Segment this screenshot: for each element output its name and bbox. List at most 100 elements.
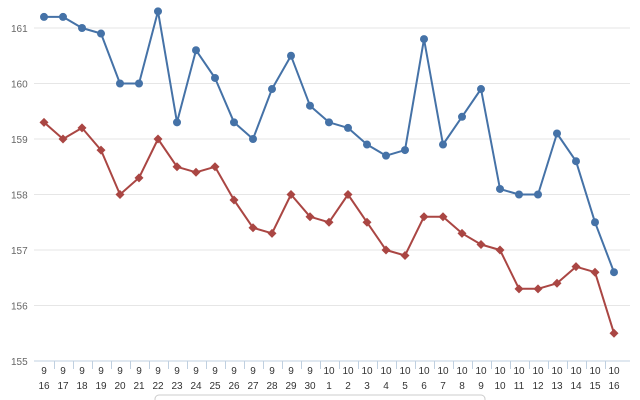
x-tick-label-day: 24 (190, 381, 202, 392)
x-tick-label-month: 10 (532, 366, 544, 377)
series-1 (40, 7, 618, 277)
series-2-point (134, 173, 144, 183)
x-tick-label-day: 17 (57, 381, 69, 392)
x-tick-label-day: 16 (608, 381, 620, 392)
series-2-point (305, 212, 315, 222)
x-tick-label-day: 29 (285, 381, 297, 392)
series-1-point (249, 135, 257, 143)
series-1-point (401, 146, 409, 155)
x-tick-label-month: 9 (269, 366, 275, 377)
series-2-point (400, 251, 410, 261)
x-tick-label-day: 22 (152, 381, 164, 392)
x-tick-label-month: 9 (212, 366, 218, 377)
series-2-point (39, 117, 49, 127)
y-tick-label: 159 (11, 135, 28, 146)
x-tick-label-day: 28 (266, 381, 278, 392)
y-tick-label: 156 (11, 302, 28, 313)
series-1-point (591, 218, 599, 227)
x-tick-label-month: 9 (250, 366, 256, 377)
series-1-point (363, 140, 371, 149)
series-2-point (153, 134, 163, 144)
series-layer (39, 7, 619, 338)
x-tick-label-month: 10 (570, 366, 582, 377)
x-tick-label-month: 10 (380, 366, 392, 377)
x-tick-label-month: 10 (399, 366, 411, 377)
series-1-point (572, 157, 580, 166)
x-tick-label-day: 19 (95, 381, 107, 392)
legend-box (154, 394, 486, 400)
x-tick-label-day: 6 (421, 381, 427, 392)
series-2-point (77, 123, 87, 133)
x-tick-label-day: 21 (133, 381, 145, 392)
series-1-point (610, 268, 618, 277)
x-tick-label-month: 10 (551, 366, 563, 377)
x-tick-label-month: 10 (608, 366, 620, 377)
series-1-point (135, 79, 143, 88)
x-tick-label-month: 10 (589, 366, 601, 377)
y-tick-label: 155 (11, 357, 28, 368)
x-tick-label-day: 11 (514, 381, 525, 392)
y-axis: 155 156 157 158 159 160 161 (11, 24, 28, 368)
x-tick-label-day: 13 (551, 381, 563, 392)
x-tick-label-month: 9 (155, 366, 161, 377)
x-tick-label-day: 8 (459, 381, 465, 392)
y-tick-label: 160 (11, 80, 28, 91)
x-tick-label-day: 16 (38, 381, 50, 392)
x-tick-label-day: 18 (76, 381, 88, 392)
series-2-point (324, 217, 334, 227)
x-tick-label-month: 10 (513, 366, 525, 377)
series-2-point (533, 284, 543, 294)
x-tick-label-month: 9 (117, 366, 123, 377)
x-tick-label-month: 10 (342, 366, 354, 377)
x-tick-label-month: 10 (418, 366, 430, 377)
x-tick-label-day: 5 (402, 381, 408, 392)
x-tick-label-day: 3 (364, 381, 370, 392)
series-1-point (59, 12, 67, 21)
x-axis: 9169179189199209219229239249259269279289… (34, 360, 630, 392)
series-1-point (40, 12, 48, 21)
x-tick-label-day: 9 (478, 381, 484, 392)
series-1-point (553, 129, 561, 138)
x-tick-label-month: 9 (136, 366, 142, 377)
series-1-point (97, 29, 105, 38)
series-2-point (438, 212, 448, 222)
series-2-point (381, 245, 391, 255)
y-tick-label: 158 (11, 191, 28, 202)
x-tick-label-month: 9 (307, 366, 313, 377)
x-tick-label-day: 7 (440, 381, 446, 392)
series-2-point (495, 245, 505, 255)
x-tick-label-day: 1 (326, 381, 332, 392)
x-tick-label-month: 10 (361, 366, 373, 377)
series-1-point (192, 46, 200, 55)
x-tick-label-month: 9 (174, 366, 180, 377)
x-tick-label-month: 10 (456, 366, 468, 377)
series-1-point (496, 184, 504, 193)
series-1-point (420, 35, 428, 44)
x-tick-label-month: 9 (41, 366, 47, 377)
series-1-point (325, 118, 333, 127)
series-1-point (211, 73, 219, 82)
series-2-point (571, 262, 581, 272)
x-tick-label-day: 15 (589, 381, 601, 392)
x-tick-label-day: 4 (383, 381, 389, 392)
x-tick-label-day: 20 (114, 381, 126, 392)
grid (34, 27, 630, 306)
series-2-point (172, 162, 182, 172)
series-1-point (306, 101, 314, 110)
series-2-point (115, 190, 125, 199)
x-tick-label-month: 9 (60, 366, 66, 377)
x-tick-label-day: 14 (570, 381, 582, 392)
series-1-point (458, 112, 466, 121)
series-1-point (78, 24, 86, 32)
series-1-point (268, 85, 276, 94)
series-2-point (590, 267, 600, 277)
series-2-point (419, 212, 429, 222)
x-tick-label-month: 9 (98, 366, 104, 377)
x-tick-label-month: 10 (494, 366, 506, 377)
series-2-point (286, 190, 296, 199)
series-2-point (58, 134, 68, 144)
series-1-point (515, 190, 523, 199)
x-tick-label-month: 10 (437, 366, 449, 377)
y-tick-label: 157 (11, 246, 28, 257)
